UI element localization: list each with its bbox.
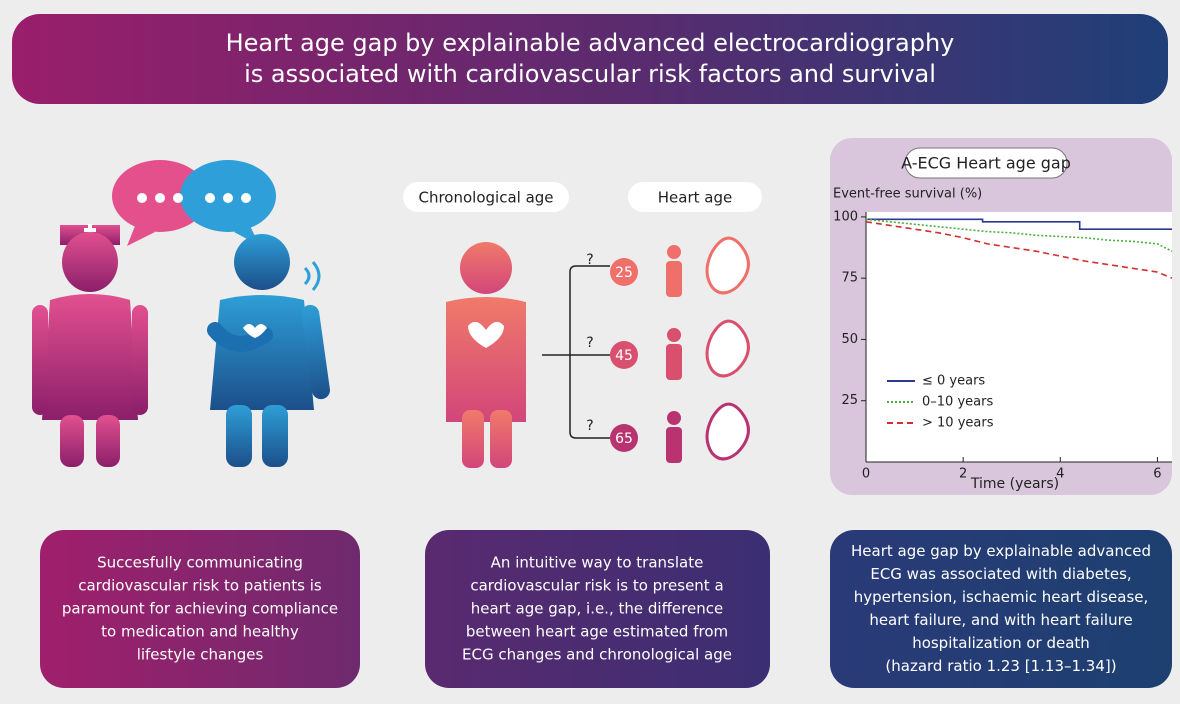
box-text: An intuitive way to translate [491,554,704,572]
y-tick-label: 50 [841,332,858,347]
y-tick-label: 75 [841,271,858,286]
chronological-label: Chronological age [418,189,553,207]
box-text: hypertension, ischaemic heart disease, [854,588,1149,606]
figure-head [667,411,681,425]
box-text: hospitalization or death [912,634,1090,652]
header-banner [12,14,1168,104]
x-axis-label: Time (years) [970,476,1059,492]
plot-area [866,212,1172,462]
y-tick-label: 25 [841,393,858,408]
box-text: cardiovascular risk is to present a [470,577,723,595]
box-text: ECG was associated with diabetes, [870,565,1131,583]
box-text: heart failure, and with heart failure [869,611,1132,629]
x-tick-label: 2 [959,467,967,482]
box-text: paramount for achieving compliance [62,600,338,618]
heart-label: Heart age [658,189,732,207]
box-text: cardiovascular risk to patients is [78,577,322,595]
legend-label: ≤ 0 years [922,374,985,389]
box-text: Succesfully communicating [97,554,303,572]
box-text: heart age gap, i.e., the difference [471,600,723,618]
figure-body [666,344,682,380]
y-tick-label: 100 [833,209,858,224]
x-tick-label: 6 [1153,467,1161,482]
figure-body [666,427,682,463]
branch-label: ? [586,335,593,351]
x-tick-label: 0 [862,467,870,482]
box-text: between heart age estimated from [466,623,728,641]
branch-label: ? [586,418,593,434]
legend-label: > 10 years [922,416,994,431]
heart-age: 45 [615,348,633,364]
branch-label: ? [586,252,593,268]
figure-head [667,328,681,342]
graphical-abstract: Heart age gap by explainable advanced el… [0,0,1180,700]
title-line: is associated with cardiovascular risk f… [244,60,936,88]
box-text: (hazard ratio 1.23 [1.13–1.34]) [885,657,1116,675]
y-axis-label: Event-free survival (%) [833,187,982,202]
heart-age: 25 [615,265,633,281]
figure-body [666,261,682,297]
box-text: ECG changes and chronological age [462,646,732,664]
figure-head [667,245,681,259]
box-text: lifestyle changes [137,646,264,664]
box-text: to medication and healthy [101,623,299,641]
x-tick-label: 4 [1056,467,1064,482]
box-text: Heart age gap by explainable advanced [851,542,1151,560]
chart-title: A-ECG Heart age gap [901,154,1071,173]
legend-label: 0–10 years [922,395,993,410]
title-line: Heart age gap by explainable advanced el… [226,29,955,57]
heart-age: 65 [615,431,633,447]
